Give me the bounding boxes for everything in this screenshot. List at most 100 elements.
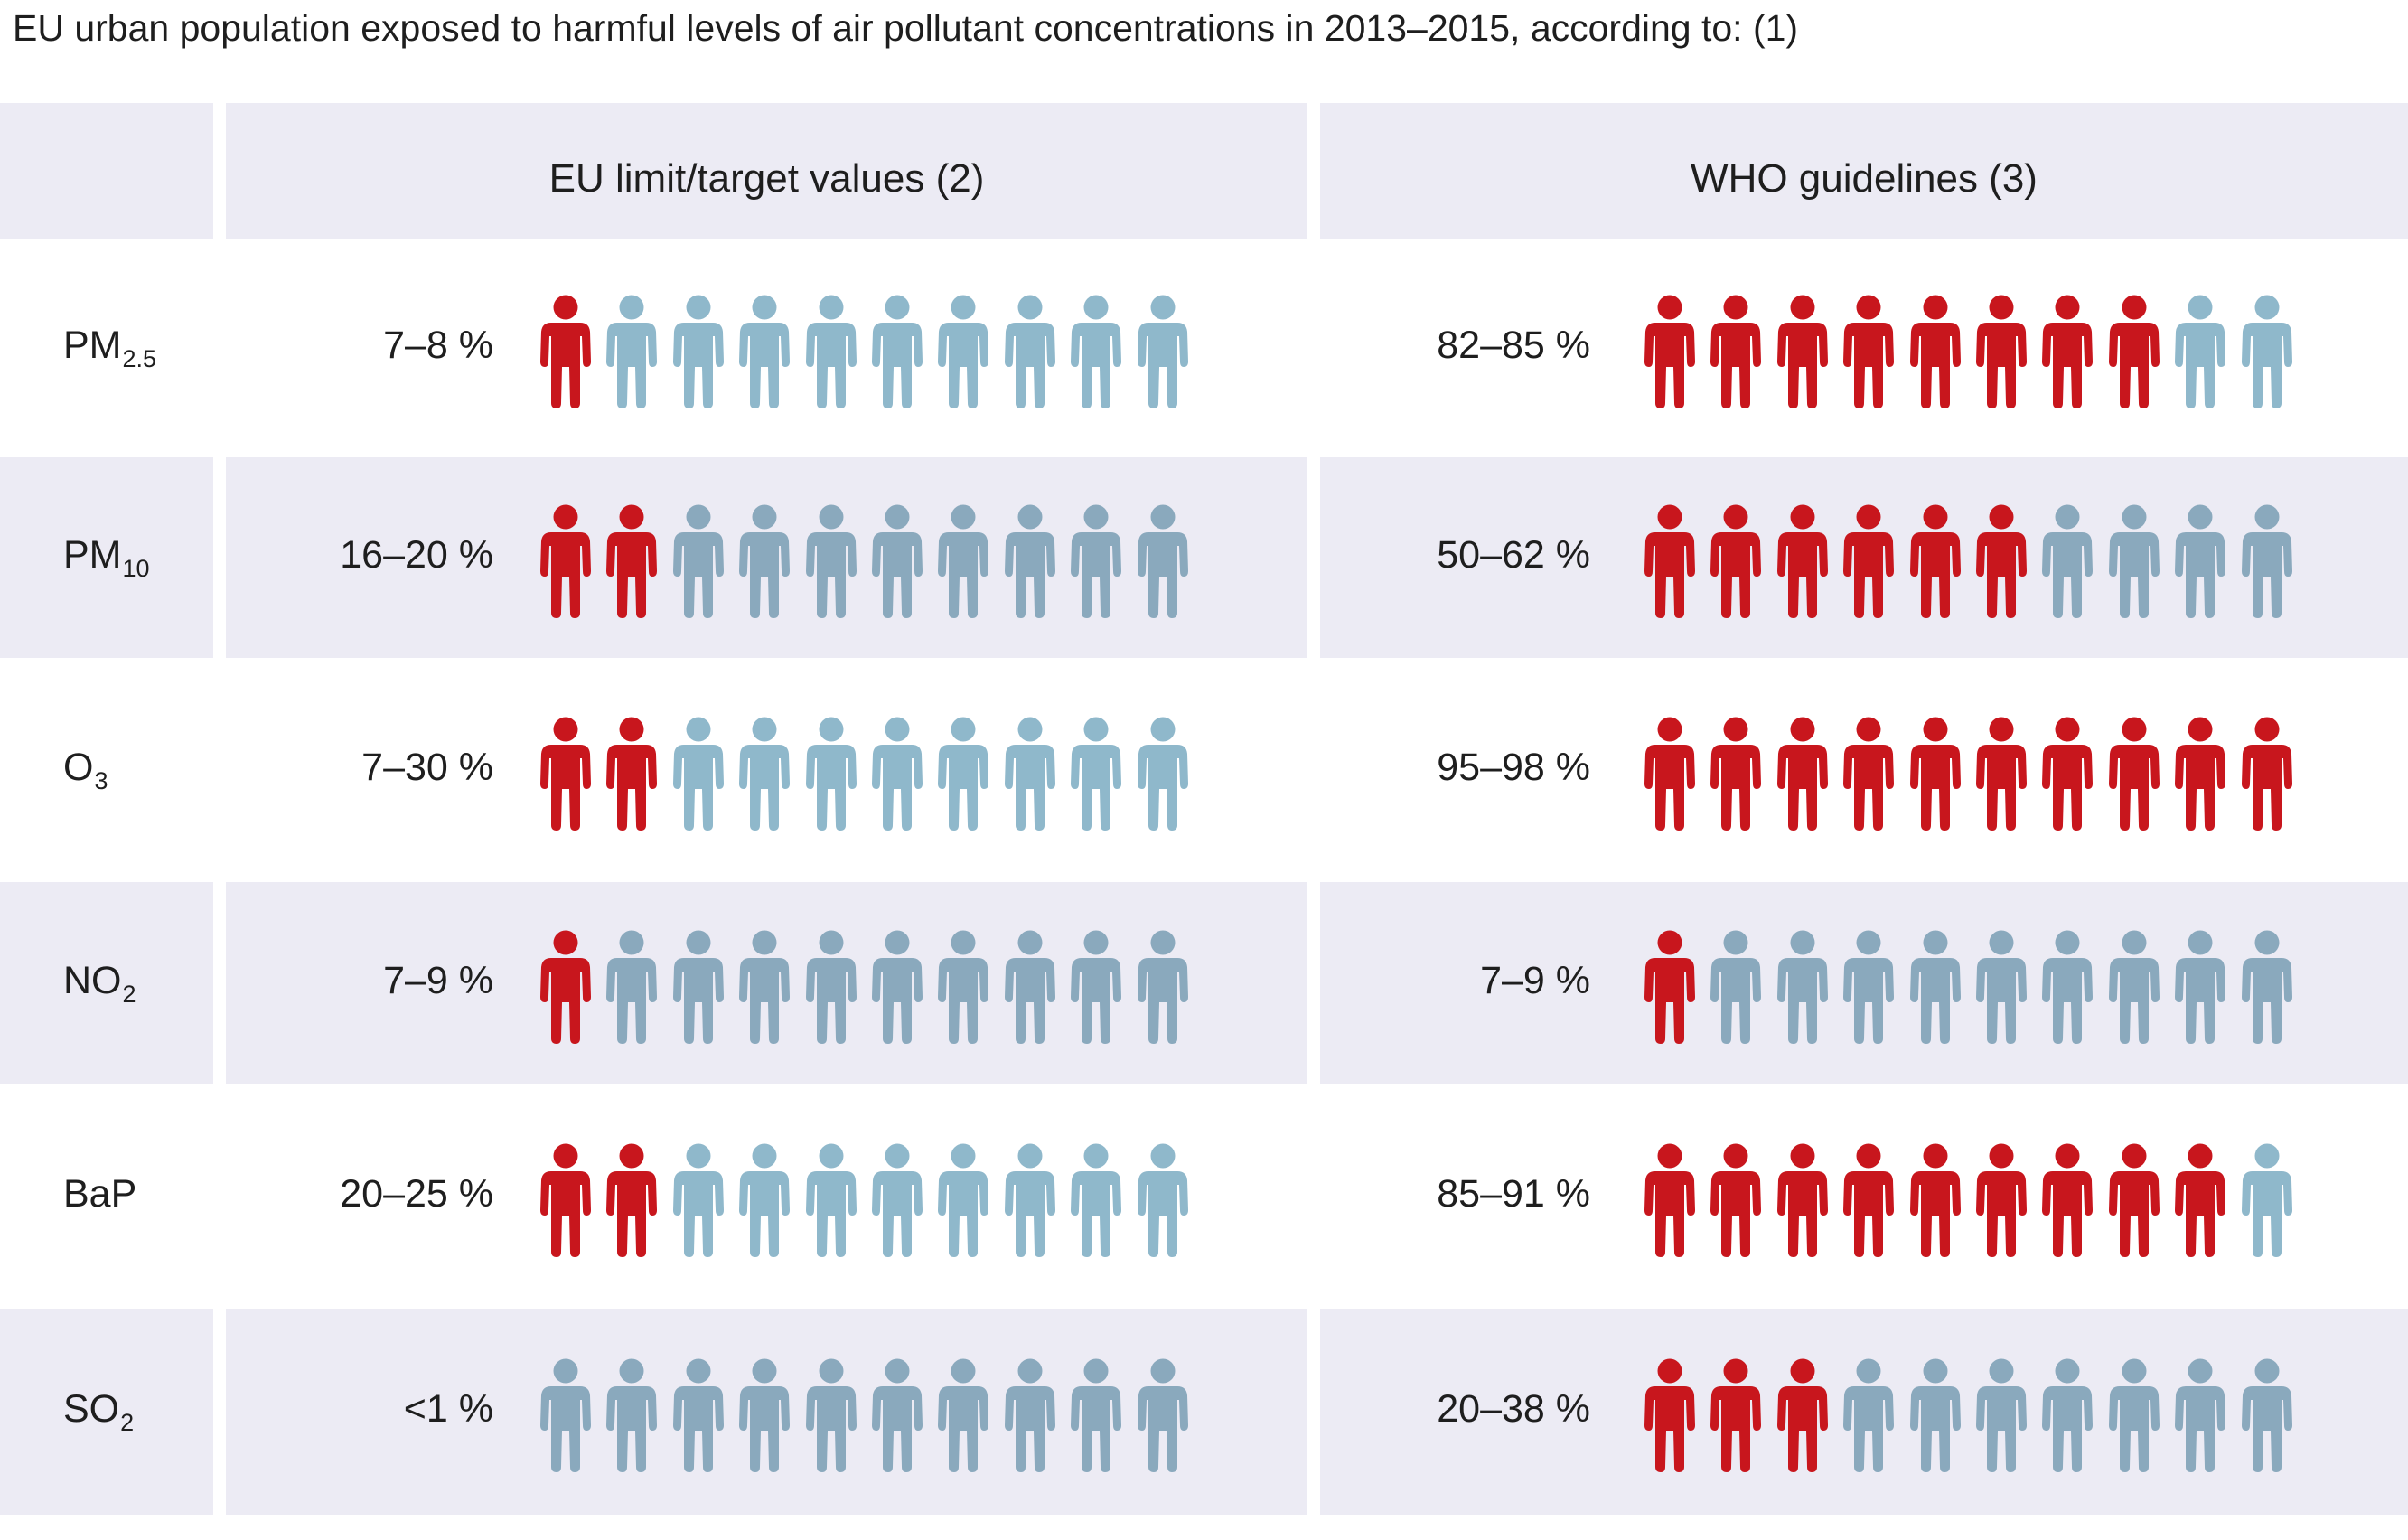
person-icon-exposed [1644, 930, 1695, 1044]
person-icon-not-exposed [739, 1143, 791, 1257]
person-icon-exposed [2175, 717, 2226, 831]
pollutant-subscript: 3 [94, 767, 108, 794]
person-icon-exposed [1710, 295, 1762, 408]
person-icon-exposed [1644, 1358, 1695, 1472]
person-icon-exposed [1976, 504, 2027, 618]
person-icon-exposed [2042, 1143, 2094, 1257]
person-icon-not-exposed [2175, 295, 2226, 408]
person-icon-exposed [1644, 295, 1695, 408]
person-icon-exposed [1710, 717, 1762, 831]
person-icon-exposed [1644, 1143, 1695, 1257]
person-icon-not-exposed [2241, 295, 2292, 408]
person-icon-not-exposed [1137, 1358, 1188, 1472]
person-icon-not-exposed [2108, 504, 2160, 618]
person-icon-not-exposed [2241, 1143, 2292, 1257]
person-icon-not-exposed [805, 1143, 857, 1257]
pollutant-label: PM10 [63, 533, 150, 581]
pollutant-label: BaP [63, 1174, 136, 1214]
pollutant-name: PM [63, 533, 122, 577]
person-icon-not-exposed [672, 717, 724, 831]
person-icon-exposed [606, 717, 658, 831]
person-icon-not-exposed [2042, 1358, 2094, 1472]
pollutant-name: O [63, 746, 94, 789]
person-icon-not-exposed [1909, 930, 1961, 1044]
person-icon-not-exposed [938, 1358, 989, 1472]
person-icon-not-exposed [1071, 504, 1122, 618]
person-icon-exposed [2042, 295, 2094, 408]
person-icon-not-exposed [2042, 504, 2094, 618]
person-icon-not-exposed [672, 504, 724, 618]
person-icon-not-exposed [739, 717, 791, 831]
percent-label-eu: 16–20 % [340, 533, 493, 577]
person-icon-not-exposed [2042, 930, 2094, 1044]
person-icon-not-exposed [2108, 1358, 2160, 1472]
person-icon-not-exposed [606, 295, 658, 408]
person-icon-not-exposed [805, 717, 857, 831]
person-icon-not-exposed [938, 295, 989, 408]
percent-label-eu: <1 % [403, 1387, 493, 1431]
percent-label-eu: 7–30 % [361, 746, 493, 789]
pollutant-label: O3 [63, 746, 108, 793]
person-icon-exposed [1843, 504, 1895, 618]
person-icon-not-exposed [1909, 1358, 1961, 1472]
person-icon-not-exposed [1137, 930, 1188, 1044]
percent-label-who: 7–9 % [1480, 958, 1590, 1002]
person-icon-not-exposed [1843, 930, 1895, 1044]
person-icon-exposed [2241, 717, 2292, 831]
person-icon-not-exposed [1776, 930, 1828, 1044]
person-icon-not-exposed [1071, 295, 1122, 408]
person-icon-exposed [540, 930, 591, 1044]
person-icon-not-exposed [1004, 295, 1055, 408]
person-icon-exposed [606, 1143, 658, 1257]
pollutant-label: SO2 [63, 1387, 134, 1435]
person-icon-not-exposed [805, 504, 857, 618]
person-icon-not-exposed [540, 1358, 591, 1472]
person-icon-not-exposed [1071, 717, 1122, 831]
pollutant-subscript: 2 [120, 1409, 135, 1436]
percent-label-who: 85–91 % [1437, 1171, 1590, 1216]
percent-label-who: 50–62 % [1437, 533, 1590, 577]
pollutant-name: SO [63, 1387, 120, 1431]
percent-label-eu: 20–25 % [340, 1171, 493, 1216]
person-icon-not-exposed [1071, 930, 1122, 1044]
column-header-eu: EU limit/target values (2) [548, 156, 985, 201]
person-icon-not-exposed [1004, 717, 1055, 831]
person-icon-exposed [1776, 1358, 1828, 1472]
row-band [0, 1309, 213, 1515]
percent-label-who: 95–98 % [1437, 746, 1590, 789]
person-icon-exposed [2108, 1143, 2160, 1257]
person-icon-not-exposed [872, 1143, 923, 1257]
header-cell-eu [226, 103, 1307, 239]
header-cell-who [1320, 103, 2408, 239]
person-icon-exposed [1909, 295, 1961, 408]
header-corner-cell [0, 103, 213, 239]
percent-label-who: 20–38 % [1437, 1387, 1590, 1431]
percent-label-eu: 7–9 % [383, 958, 493, 1002]
pollutant-subscript: 10 [122, 555, 150, 582]
person-icon-not-exposed [739, 1358, 791, 1472]
person-icon-exposed [1644, 504, 1695, 618]
chart-title: EU urban population exposed to harmful l… [13, 7, 1799, 49]
pollutant-subscript: 2 [122, 980, 136, 1008]
person-icon-exposed [1776, 295, 1828, 408]
person-icon-not-exposed [1137, 295, 1188, 408]
person-icon-exposed [1909, 717, 1961, 831]
pollutant-subscript: 2.5 [122, 345, 157, 372]
person-icon-exposed [1776, 1143, 1828, 1257]
person-icon-not-exposed [672, 1358, 724, 1472]
person-icon-not-exposed [872, 1358, 923, 1472]
person-icon-not-exposed [739, 295, 791, 408]
person-icon-not-exposed [1710, 930, 1762, 1044]
person-icon-not-exposed [739, 930, 791, 1044]
person-icon-not-exposed [805, 1358, 857, 1472]
person-icon-exposed [1776, 717, 1828, 831]
person-icon-not-exposed [938, 930, 989, 1044]
person-icon-not-exposed [739, 504, 791, 618]
person-icon-not-exposed [2241, 504, 2292, 618]
person-icon-not-exposed [1976, 930, 2027, 1044]
person-icon-exposed [606, 504, 658, 618]
person-icon-exposed [1909, 1143, 1961, 1257]
person-icon-not-exposed [872, 717, 923, 831]
person-icon-exposed [1710, 1358, 1762, 1472]
person-icon-not-exposed [1004, 930, 1055, 1044]
